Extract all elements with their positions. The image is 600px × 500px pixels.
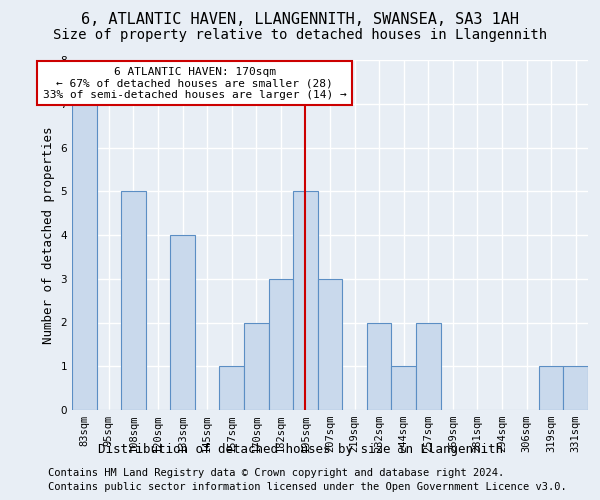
Text: 6 ATLANTIC HAVEN: 170sqm
← 67% of detached houses are smaller (28)
33% of semi-d: 6 ATLANTIC HAVEN: 170sqm ← 67% of detach… <box>43 66 347 100</box>
Text: Contains HM Land Registry data © Crown copyright and database right 2024.: Contains HM Land Registry data © Crown c… <box>48 468 504 477</box>
Bar <box>539 366 563 410</box>
Text: Contains public sector information licensed under the Open Government Licence v3: Contains public sector information licen… <box>48 482 567 492</box>
Bar <box>391 366 416 410</box>
Bar <box>563 366 588 410</box>
Text: Distribution of detached houses by size in Llangennith: Distribution of detached houses by size … <box>97 442 503 456</box>
Bar <box>170 235 195 410</box>
Bar <box>367 322 391 410</box>
Bar <box>220 366 244 410</box>
Bar <box>269 279 293 410</box>
Y-axis label: Number of detached properties: Number of detached properties <box>42 126 55 344</box>
Bar <box>416 322 440 410</box>
Text: Size of property relative to detached houses in Llangennith: Size of property relative to detached ho… <box>53 28 547 42</box>
Bar <box>293 191 318 410</box>
Bar <box>244 322 269 410</box>
Bar <box>72 104 97 410</box>
Bar <box>121 191 146 410</box>
Bar <box>318 279 342 410</box>
Text: 6, ATLANTIC HAVEN, LLANGENNITH, SWANSEA, SA3 1AH: 6, ATLANTIC HAVEN, LLANGENNITH, SWANSEA,… <box>81 12 519 28</box>
